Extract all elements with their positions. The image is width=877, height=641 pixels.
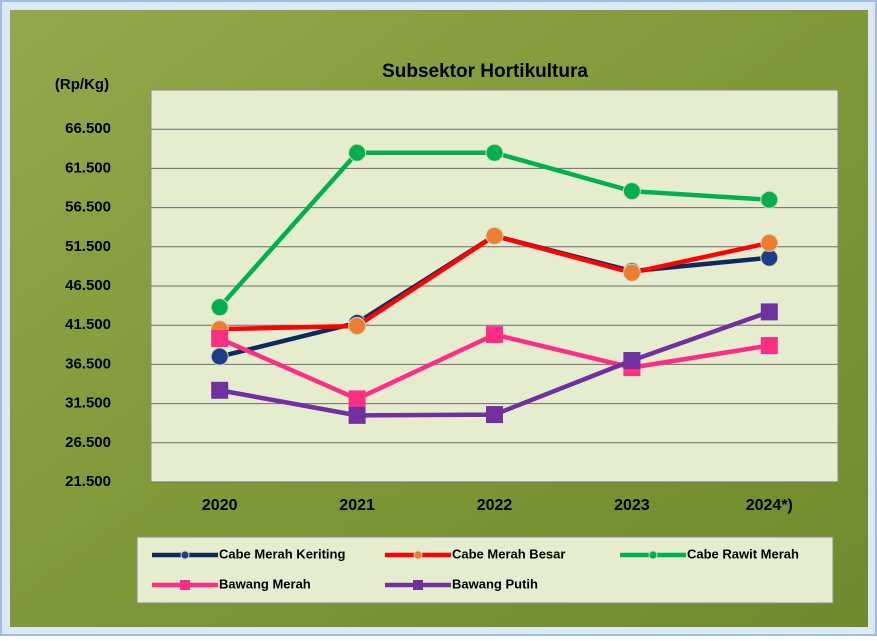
x-tick-label: 2021 (339, 497, 375, 514)
marker (348, 316, 367, 335)
marker (210, 298, 229, 317)
marker (211, 330, 229, 348)
marker (210, 347, 229, 366)
legend-label: Bawang Merah (219, 576, 311, 591)
marker (348, 406, 366, 424)
marker (760, 337, 778, 355)
y-tick-label: 56.500 (65, 199, 111, 216)
x-tick-label: 2023 (614, 497, 650, 514)
legend-label: Cabe Rawit Merah (687, 546, 799, 561)
x-tick-label: 2024*) (746, 497, 793, 514)
y-tick-label: 31.500 (65, 395, 111, 412)
legend-label: Cabe Merah Keriting (219, 546, 345, 561)
marker (760, 233, 779, 252)
legend-label: Cabe Merah Besar (452, 546, 565, 561)
y-tick-label: 61.500 (65, 159, 111, 176)
marker (486, 406, 503, 424)
marker (348, 390, 366, 408)
marker (413, 550, 423, 560)
marker (180, 580, 190, 590)
marker (622, 263, 641, 282)
x-tick-label: 2022 (477, 497, 513, 514)
y-tick-label: 51.500 (65, 238, 111, 255)
marker (648, 550, 658, 560)
y-axis-label: (Rp/Kg) (55, 76, 109, 93)
marker (760, 190, 779, 209)
marker (622, 182, 641, 201)
marker (348, 143, 367, 162)
marker (486, 326, 503, 344)
marker (211, 381, 229, 399)
marker (760, 303, 778, 321)
y-tick-label: 41.500 (65, 316, 111, 333)
marker (180, 550, 190, 560)
legend (136, 536, 834, 604)
marker (485, 226, 504, 245)
chart-title: Subsektor Hortikultura (382, 61, 588, 82)
y-tick-label: 46.500 (65, 277, 111, 294)
y-tick-label: 21.500 (65, 473, 111, 490)
legend-label: Bawang Putih (452, 576, 538, 591)
y-tick-label: 66.500 (65, 120, 111, 137)
marker (485, 143, 504, 162)
x-tick-label: 2020 (202, 497, 238, 514)
marker (413, 580, 423, 590)
y-tick-label: 36.500 (65, 355, 111, 372)
y-tick-label: 26.500 (65, 434, 111, 451)
marker (623, 351, 641, 369)
